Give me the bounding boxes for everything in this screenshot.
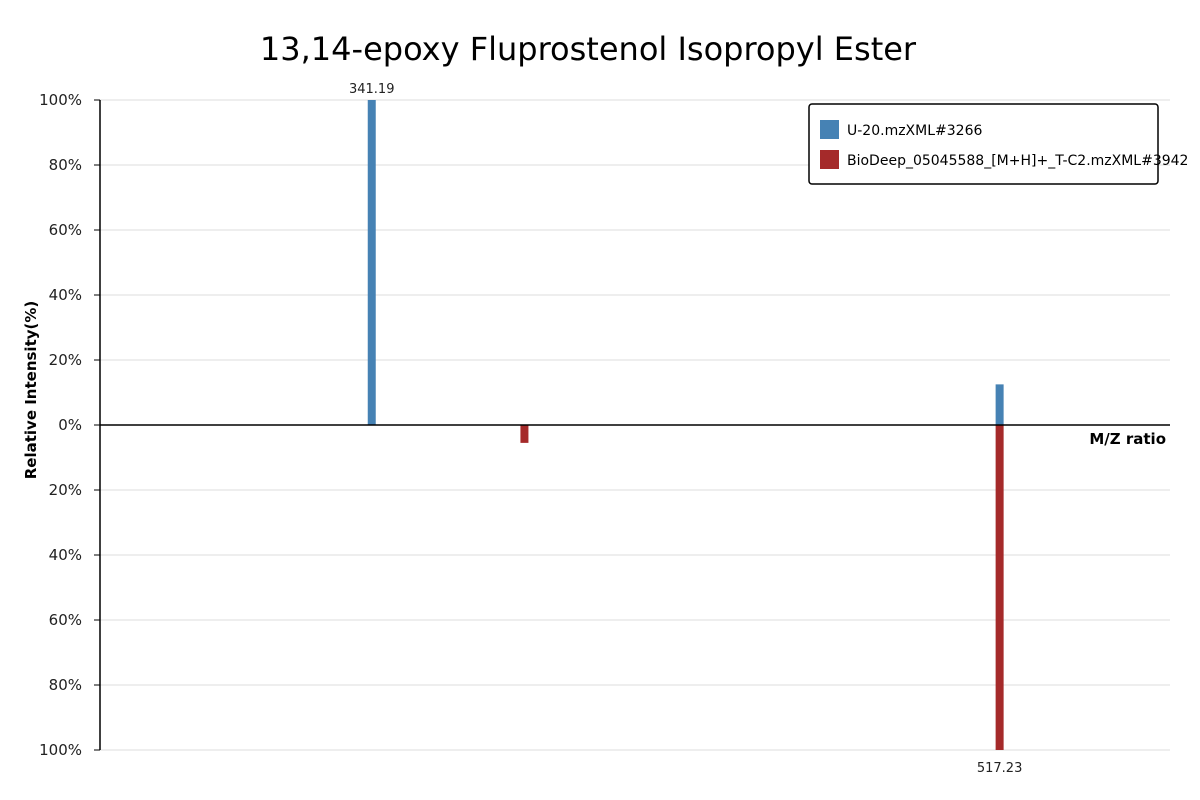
y-axis-label: Relative Intensity(%)	[22, 301, 40, 480]
peak-label: 517.23	[977, 761, 1023, 776]
peak-bar-series-0	[367, 100, 376, 425]
y-tick-label: 80%	[49, 676, 82, 694]
legend-entry-1: BioDeep_05045588_[M+H]+_T-C2.mzXML#3942	[847, 153, 1188, 169]
y-tick-label: 100%	[39, 91, 82, 109]
x-axis-label: M/Z ratio	[1089, 430, 1166, 448]
peak-labels: 341.19 517.23	[349, 82, 1022, 776]
peak-bars	[367, 100, 1004, 750]
y-tick-label: 80%	[49, 156, 82, 174]
axes	[99, 100, 1170, 750]
y-tick-label: 40%	[49, 546, 82, 564]
y-tick-label: 20%	[49, 481, 82, 499]
legend-box	[808, 103, 1159, 185]
y-ticks: 100% 80% 60% 40% 20% 0% 20% 40% 60% 80% 100%	[39, 91, 100, 759]
y-tick-label: 0%	[58, 416, 82, 434]
legend: U-20.mzXML#3266 BioDeep_05045588_[M+H]+_T…	[808, 103, 1188, 185]
legend-swatch-0	[820, 120, 839, 139]
legend-swatch-1	[820, 150, 839, 169]
y-tick-label: 60%	[49, 611, 82, 629]
peak-bar-series-1	[520, 425, 529, 443]
peak-label: 341.19	[349, 82, 395, 97]
peak-bar-series-0	[995, 384, 1004, 425]
legend-entry-0: U-20.mzXML#3266	[847, 123, 982, 139]
peak-bar-series-1	[995, 425, 1004, 750]
y-tick-label: 20%	[49, 351, 82, 369]
grid-lines	[100, 99, 1170, 751]
y-tick-label: 100%	[39, 741, 82, 759]
y-tick-label: 60%	[49, 221, 82, 239]
chart-title: 13,14-epoxy Fluprostenol Isopropyl Ester	[260, 30, 917, 68]
y-tick-label: 40%	[49, 286, 82, 304]
